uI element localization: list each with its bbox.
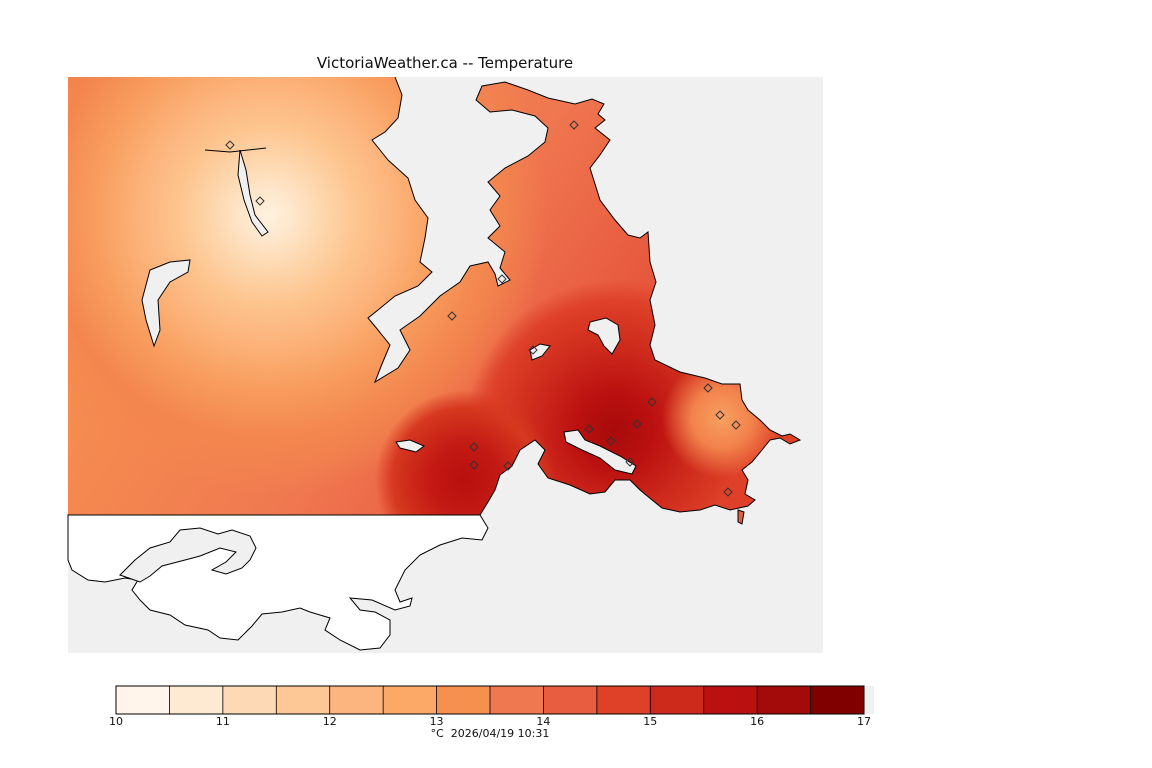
legend-tick-label: 15 xyxy=(643,715,657,728)
station-diamond-icon xyxy=(497,274,507,284)
station-diamond-icon xyxy=(731,420,741,430)
legend-caption: °C 2026/04/19 10:31 xyxy=(0,727,980,740)
legend-cell xyxy=(650,686,705,714)
legend-cell xyxy=(490,686,544,714)
station-markers xyxy=(225,120,741,497)
south-inlet xyxy=(119,527,257,583)
station-diamond-icon xyxy=(447,311,457,321)
legend-cell xyxy=(543,686,598,714)
station-diamond-icon xyxy=(469,442,479,452)
legend-cell xyxy=(222,686,277,714)
legend-cell xyxy=(757,686,812,714)
legend-tick-label: 12 xyxy=(323,715,337,728)
station-diamond-icon xyxy=(606,436,616,446)
legend-tick-label: 11 xyxy=(216,715,230,728)
legend-tick-label: 17 xyxy=(857,715,871,728)
station-diamond-icon xyxy=(647,397,657,407)
legend-cell xyxy=(169,686,224,714)
station-diamond-icon xyxy=(569,120,579,130)
legend-cell xyxy=(596,686,651,714)
river-north xyxy=(204,147,267,153)
legend-cell xyxy=(703,686,758,714)
station-diamond-icon xyxy=(703,383,713,393)
legend-timestamp: 2026/04/19 10:31 xyxy=(450,727,550,740)
legend-tick-label: 13 xyxy=(430,715,444,728)
station-diamond-icon xyxy=(225,140,235,150)
station-diamond-icon xyxy=(528,345,538,355)
legend-cell xyxy=(329,686,384,714)
legend-tick-label: 10 xyxy=(109,715,123,728)
station-diamond-icon xyxy=(469,460,479,470)
station-diamond-icon xyxy=(723,487,733,497)
legend-tick-label: 14 xyxy=(536,715,550,728)
legend-unit: °C xyxy=(430,727,444,740)
station-diamond-icon xyxy=(255,196,265,206)
station-diamond-icon xyxy=(715,410,725,420)
station-diamond-icon xyxy=(625,457,635,467)
station-diamond-icon xyxy=(503,461,513,471)
legend-cell xyxy=(810,686,865,714)
map-title: VictoriaWeather.ca -- Temperature xyxy=(316,54,574,72)
legend-colorbar: 10 11 12 13 14 15 16 17 xyxy=(109,685,874,728)
legend-cell xyxy=(116,686,170,714)
station-diamond-icon xyxy=(632,419,642,429)
station-diamond-icon xyxy=(584,424,594,434)
legend-tick-label: 16 xyxy=(750,715,764,728)
legend-cell xyxy=(383,686,438,714)
coastline xyxy=(367,76,802,516)
islet xyxy=(737,509,745,525)
legend-cell xyxy=(276,686,331,714)
legend-cell xyxy=(436,686,491,714)
lakes xyxy=(141,149,637,475)
